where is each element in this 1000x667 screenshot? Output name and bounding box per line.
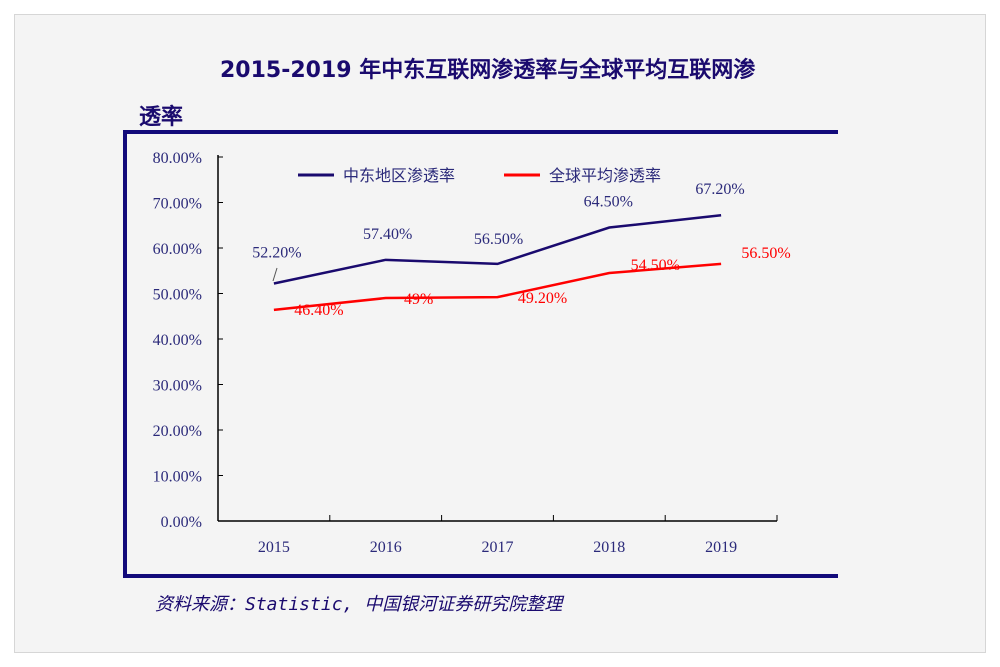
data-label: 52.20%	[252, 244, 301, 261]
x-tick-label: 2018	[593, 539, 625, 556]
legend-label-2: 全球平均渗透率	[549, 167, 661, 185]
x-tick-label: 2015	[258, 539, 290, 556]
box-bottom-border	[123, 574, 838, 578]
legend-label-1: 中东地区渗透率	[343, 167, 455, 185]
data-label: 64.50%	[584, 194, 633, 211]
y-tick-label: 0.00%	[161, 514, 202, 531]
data-label: 57.40%	[363, 226, 412, 243]
label-leader-line	[272, 267, 278, 282]
source-note: 资料来源：Statistic, 中国银河证券研究院整理	[155, 594, 563, 615]
x-tick-label: 2016	[370, 539, 402, 556]
chart-title: 2015-2019 年中东互联网渗透率与全球平均互联网渗	[220, 58, 756, 83]
data-label: 54.50%	[631, 257, 680, 274]
data-label: 49.20%	[518, 290, 567, 307]
data-label: 56.50%	[741, 245, 790, 262]
y-tick-label: 80.00%	[153, 150, 202, 167]
y-tick-label: 10.00%	[153, 469, 202, 486]
data-label: 56.50%	[474, 231, 523, 248]
y-tick-label: 70.00%	[153, 196, 202, 213]
y-tick-label: 50.00%	[153, 287, 202, 304]
x-tick-label: 2019	[705, 539, 737, 556]
data-label: 49%	[404, 291, 433, 308]
y-tick-label: 40.00%	[153, 332, 202, 349]
data-label: 46.40%	[294, 302, 343, 319]
y-tick-label: 30.00%	[153, 378, 202, 395]
y-tick-label: 20.00%	[153, 423, 202, 440]
series-line-1	[273, 213, 722, 285]
box-top-border	[123, 130, 838, 134]
series-line-2	[273, 262, 722, 312]
y-tick-label: 60.00%	[153, 241, 202, 258]
box-left-border	[123, 130, 127, 578]
x-tick-label: 2017	[482, 539, 514, 556]
chart-title-line2: 透率	[139, 105, 184, 130]
chart-frame	[14, 14, 986, 653]
data-label: 67.20%	[695, 181, 744, 198]
